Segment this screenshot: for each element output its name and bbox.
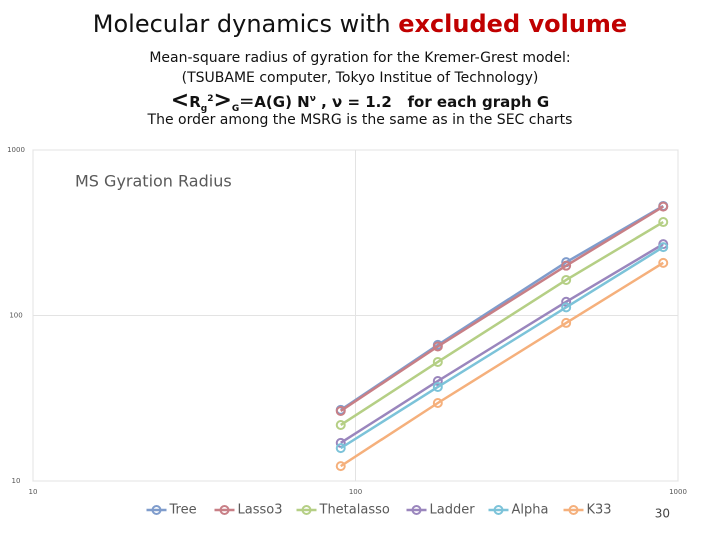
legend-label: Lasso3 [238, 503, 283, 518]
formula-part: G [231, 104, 240, 114]
data-point [335, 405, 346, 416]
series-line [340, 246, 664, 450]
data-point [561, 302, 572, 313]
data-point [658, 242, 669, 253]
data-point [561, 260, 572, 271]
x-tick-label: 100 [349, 488, 362, 496]
legend-marker [151, 505, 162, 515]
formula: <Rg2>G＝A(G) Nν , ν = 1.2 for each graph … [0, 88, 720, 114]
legend-label: Thetalasso [319, 503, 390, 518]
subtitle-line: Mean-square radius of gyration for the K… [149, 50, 571, 66]
formula-part: ＝A(G) N [239, 93, 310, 111]
page-number: 30 [655, 507, 670, 521]
data-point [432, 398, 443, 409]
title-highlight: excluded volume [398, 10, 628, 38]
formula-part: < [170, 88, 190, 113]
formula-part: > [213, 88, 232, 113]
legend-marker [493, 505, 504, 515]
note: The order among the MSRG is the same as … [147, 112, 573, 128]
x-tick-label: 10 [29, 488, 38, 496]
data-point [432, 356, 443, 367]
series-line [340, 261, 664, 468]
series-line [340, 205, 664, 412]
formula-part: g [200, 104, 208, 114]
legend-marker [411, 505, 422, 515]
series-line [340, 220, 664, 427]
data-point [561, 317, 572, 328]
data-point [658, 257, 669, 268]
legend-label: K33 [587, 503, 612, 518]
title-part: Molecular dynamics [92, 10, 332, 38]
title-part: with [339, 10, 391, 38]
legend-label: Alpha [512, 503, 549, 518]
data-point [432, 381, 443, 392]
formula-part: for each graph G [407, 93, 550, 111]
data-point [561, 296, 572, 307]
data-point [335, 443, 346, 454]
legend-marker [301, 505, 312, 515]
slide-title: Molecular dynamics with excluded volume [0, 10, 720, 38]
data-point [658, 217, 669, 228]
data-point [335, 419, 346, 430]
subtitle-line: (TSUBAME computer, Tokyo Institue of Tec… [181, 70, 539, 86]
data-point [335, 461, 346, 472]
x-tick-label: 1000 [669, 488, 687, 496]
formula-part: ν [309, 94, 316, 104]
chart-title: MS Gyration Radius [75, 172, 232, 191]
formula-part: R [189, 93, 201, 111]
data-point [432, 376, 443, 387]
y-tick-label: 1000 [7, 146, 25, 154]
subtitle: Mean-square radius of gyration for the K… [0, 48, 720, 88]
data-point [658, 201, 669, 212]
series-line [340, 243, 664, 444]
legend-label: Tree [169, 503, 197, 518]
legend-marker [219, 505, 230, 515]
data-point [561, 274, 572, 285]
formula-part: , ν = 1.2 [315, 93, 392, 111]
legend-label: Ladder [430, 503, 476, 518]
legend-marker [568, 505, 579, 515]
data-point [432, 341, 443, 352]
formula-part: 2 [207, 94, 214, 104]
y-tick-label: 10 [12, 477, 21, 485]
y-tick-label: 100 [9, 312, 22, 320]
